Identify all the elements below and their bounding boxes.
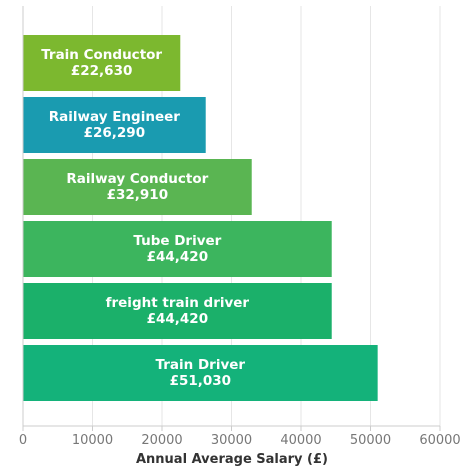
bar bbox=[23, 159, 252, 215]
bar-category-label: Railway Engineer bbox=[49, 109, 180, 125]
bar-value-label: £22,630 bbox=[71, 63, 133, 79]
bar-category-label: Railway Conductor bbox=[66, 171, 208, 187]
bar-value-label: £44,420 bbox=[147, 311, 209, 327]
x-axis-title: Annual Average Salary (£) bbox=[136, 452, 328, 467]
bar-category-label: Tube Driver bbox=[133, 233, 221, 249]
x-tick-label: 0 bbox=[19, 433, 27, 448]
x-tick-label: 30000 bbox=[211, 433, 252, 448]
x-tick-label: 10000 bbox=[72, 433, 113, 448]
bar bbox=[23, 221, 332, 277]
bars: Train Conductor£22,630 Railway Engineer£2… bbox=[23, 35, 378, 401]
bar-value-label: £51,030 bbox=[170, 373, 232, 389]
bar-category-label: Train Conductor bbox=[41, 47, 162, 63]
bar bbox=[23, 35, 181, 91]
x-tick-label: 50000 bbox=[350, 433, 391, 448]
bar bbox=[23, 97, 206, 153]
bar bbox=[23, 345, 378, 401]
bar-category-label: Train Driver bbox=[156, 357, 246, 373]
bar-value-label: £26,290 bbox=[84, 125, 146, 141]
bar-value-label: £44,420 bbox=[147, 249, 209, 265]
x-tick-label: 40000 bbox=[280, 433, 321, 448]
x-axis: 0 10000 20000 30000 40000 50000 60000 bbox=[19, 6, 461, 448]
bar-category-label: freight train driver bbox=[106, 295, 250, 311]
bar-value-label: £32,910 bbox=[107, 187, 169, 203]
x-tick-label: 20000 bbox=[141, 433, 182, 448]
x-tick-label: 60000 bbox=[419, 433, 460, 448]
bar bbox=[23, 283, 332, 339]
